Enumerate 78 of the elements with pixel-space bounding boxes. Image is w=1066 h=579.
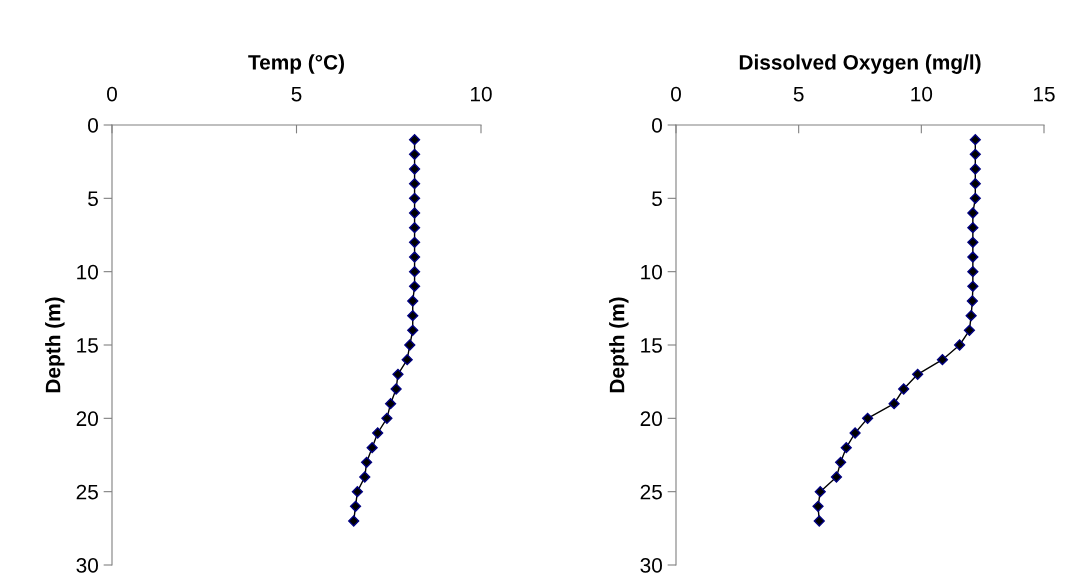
- y-tick-label: 10: [641, 264, 662, 280]
- y-tick-label: 15: [77, 338, 98, 353]
- point: [835, 456, 847, 468]
- point: [348, 515, 360, 527]
- point: [408, 236, 421, 248]
- point: [408, 280, 421, 292]
- y-tick-label: 10: [77, 264, 98, 280]
- point: [408, 134, 421, 146]
- point: [967, 280, 979, 292]
- point: [372, 427, 384, 439]
- x-tick-label: 5: [291, 86, 302, 102]
- x-tick-label: 0: [107, 86, 117, 102]
- point: [969, 134, 981, 146]
- chart-title: Temp (°C): [248, 54, 344, 74]
- x-tick-label: 0: [671, 86, 681, 102]
- y-tick-label: 0: [652, 118, 662, 133]
- point: [967, 207, 979, 219]
- point: [862, 412, 874, 424]
- point: [965, 310, 977, 322]
- x-tick-label: 15: [1034, 86, 1055, 102]
- y-tick-label: 0: [88, 118, 98, 133]
- point: [408, 163, 421, 175]
- point: [969, 192, 981, 204]
- point: [969, 178, 981, 190]
- y-tick-label: 15: [641, 338, 662, 353]
- point: [361, 456, 373, 468]
- point: [407, 310, 419, 322]
- point: [969, 148, 981, 160]
- y-tick-label: 5: [652, 191, 662, 207]
- point: [351, 486, 363, 498]
- point: [830, 471, 843, 483]
- y-tick-label: 25: [76, 484, 98, 500]
- y-tick-label: 30: [76, 558, 98, 573]
- point: [814, 486, 826, 498]
- point: [408, 222, 421, 234]
- point: [967, 222, 979, 234]
- x-tick-label: 10: [911, 86, 933, 102]
- point: [888, 398, 900, 410]
- point: [392, 368, 404, 380]
- y-tick-label: 20: [76, 411, 98, 427]
- point: [969, 163, 981, 175]
- point: [381, 412, 393, 424]
- point: [407, 324, 419, 336]
- y-tick-label: 20: [640, 411, 662, 427]
- point: [954, 339, 966, 351]
- point: [401, 354, 413, 366]
- y-tick-label: 5: [88, 191, 98, 207]
- point: [898, 383, 910, 395]
- point: [408, 251, 421, 263]
- point: [349, 500, 362, 512]
- point: [408, 192, 421, 204]
- point: [936, 354, 949, 366]
- point: [840, 442, 852, 454]
- point: [967, 266, 979, 278]
- point: [408, 148, 421, 160]
- point: [966, 295, 978, 307]
- point: [967, 251, 979, 263]
- chart-title: Dissolved Oxygen (mg/l): [739, 54, 981, 74]
- point: [408, 266, 421, 278]
- y-axis-title: Depth (m): [45, 297, 65, 393]
- point: [407, 295, 419, 307]
- x-tick-label: 5: [793, 86, 804, 102]
- point: [408, 178, 421, 190]
- point: [390, 383, 402, 395]
- point: [404, 339, 416, 351]
- point: [912, 368, 924, 380]
- point: [384, 398, 397, 410]
- point: [813, 515, 825, 527]
- y-tick-label: 25: [640, 484, 662, 500]
- point: [967, 236, 979, 248]
- y-axis-title: Depth (m): [609, 297, 629, 393]
- point: [359, 471, 371, 483]
- x-tick-label: 10: [471, 86, 492, 102]
- point: [408, 207, 421, 219]
- point: [812, 500, 824, 512]
- point: [366, 442, 378, 454]
- point: [963, 324, 976, 336]
- y-tick-label: 30: [640, 558, 662, 573]
